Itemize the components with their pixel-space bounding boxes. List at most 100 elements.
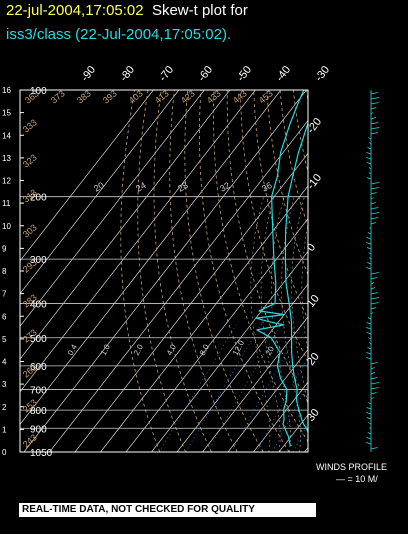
pressure-tick-label: 500 [30, 334, 47, 345]
wind-barb [367, 317, 372, 320]
mixing-ratio-line [207, 321, 284, 452]
wind-barb [370, 192, 377, 195]
height-tick-label: 16 [2, 86, 11, 95]
wind-barb [370, 127, 380, 130]
height-tick-label: 11 [2, 199, 11, 208]
dry-adiabat-line [292, 90, 308, 174]
isotherm-line [330, 90, 408, 452]
height-tick-label: 14 [2, 131, 11, 140]
dry-adiabat-label: 373 [49, 88, 67, 105]
dry-adiabat-line [346, 90, 408, 452]
wind-barb [369, 342, 372, 345]
wind-barb [368, 257, 372, 260]
dry-adiabat-line [153, 90, 212, 452]
wind-barb [370, 297, 380, 300]
height-tick-label: 12 [2, 177, 11, 186]
pressure-tick-label: 100 [30, 86, 47, 97]
mixing-ratio-label: 8.0 [198, 342, 211, 357]
height-tick-label: 3 [2, 380, 7, 389]
temperature-right-label: 10 [305, 293, 322, 310]
pressure-tick-label: 200 [30, 193, 47, 204]
wind-barb [370, 187, 379, 190]
wind-barb [368, 402, 372, 405]
isotherm-line [176, 283, 308, 452]
pressure-tick-label: 400 [30, 299, 47, 310]
wind-barb [367, 422, 372, 425]
wind-barb [370, 377, 378, 380]
wind-barb [370, 312, 374, 315]
dry-adiabat-label: 333 [21, 117, 39, 134]
dry-adiabat-line [120, 90, 161, 452]
mixing-ratio-line [185, 321, 264, 452]
isotherm-line [20, 90, 231, 360]
isotherm-line [20, 90, 154, 262]
wind-barb [369, 427, 372, 430]
wind-barb [366, 247, 372, 250]
wind-barb [367, 347, 372, 350]
height-tick-label: 9 [2, 244, 7, 253]
wind-barb [370, 217, 379, 220]
wind-barb [370, 447, 378, 450]
dry-adiabat-line [213, 90, 308, 443]
wind-barb [367, 232, 372, 235]
isotherm-line [278, 414, 308, 452]
wind-barb [370, 392, 377, 395]
moist-adiabat-line [271, 196, 291, 452]
mixing-ratio-label: 0.4 [66, 342, 79, 357]
wind-barb [368, 137, 372, 140]
isotherm-line [20, 90, 205, 327]
dry-adiabat-line [169, 90, 238, 452]
mixing-ratio-line [292, 421, 308, 452]
wind-barb [366, 412, 372, 415]
wind-barb [366, 322, 372, 325]
wind-barb [370, 202, 376, 205]
height-tick-label: 5 [2, 335, 7, 344]
mixing-ratio-label: 1.0 [99, 342, 112, 357]
chart-title-line: 22-jul-2004,17:05:02 Skew-t plot for [6, 2, 248, 19]
temperature-top-label: -60 [196, 64, 215, 84]
temperature-top-label: -50 [235, 64, 254, 84]
wind-barb [370, 302, 379, 305]
moist-adiabat-label: 28 [176, 180, 190, 194]
wind-barb [370, 287, 376, 290]
dry-adiabat-label: 383 [75, 88, 93, 105]
dry-adiabat-line [333, 90, 408, 452]
dry-adiabat-label: 453 [257, 88, 275, 105]
dry-adiabat-label: 393 [101, 88, 119, 105]
dry-adiabat-line [240, 90, 308, 363]
wind-barb [370, 282, 375, 285]
temperature-top-label: -40 [274, 64, 293, 84]
dry-adiabat-line [306, 90, 308, 104]
dry-adiabat-line [359, 90, 408, 452]
isotherm-line [227, 348, 308, 452]
height-tick-label: 6 [2, 312, 7, 321]
wind-barb [366, 152, 372, 155]
temperature-right-label: 20 [305, 351, 322, 368]
wind-barb [370, 292, 378, 295]
mixing-ratio-label: 20 [264, 344, 276, 357]
temperature-right-label: 0 [305, 242, 318, 254]
wind-barb [370, 107, 377, 110]
wind-barb [366, 327, 372, 330]
wind-barb [368, 252, 372, 255]
wind-barb [370, 102, 379, 105]
height-tick-label: 15 [2, 109, 11, 118]
isotherm-line [202, 316, 308, 452]
wind-barb [370, 132, 379, 135]
wind-barb [369, 142, 372, 145]
isotherm-line [100, 185, 308, 452]
background-grid [20, 90, 408, 452]
winds-scale-label: — = 10 M/ [336, 474, 378, 484]
isotherm-line [151, 250, 308, 452]
station-subtitle: iss3/class (22-Jul-2004,17:05:02). [6, 26, 232, 43]
wind-barb [366, 332, 372, 335]
temperature-right-label: 30 [305, 407, 322, 424]
dry-adiabat-line [320, 90, 408, 452]
wind-barb [370, 97, 380, 100]
height-tick-label: 0 [2, 448, 7, 457]
wind-barb [368, 172, 372, 175]
isotherm-line [20, 90, 282, 426]
height-tick-label: 4 [2, 358, 7, 367]
moist-adiabat-line [250, 196, 271, 452]
